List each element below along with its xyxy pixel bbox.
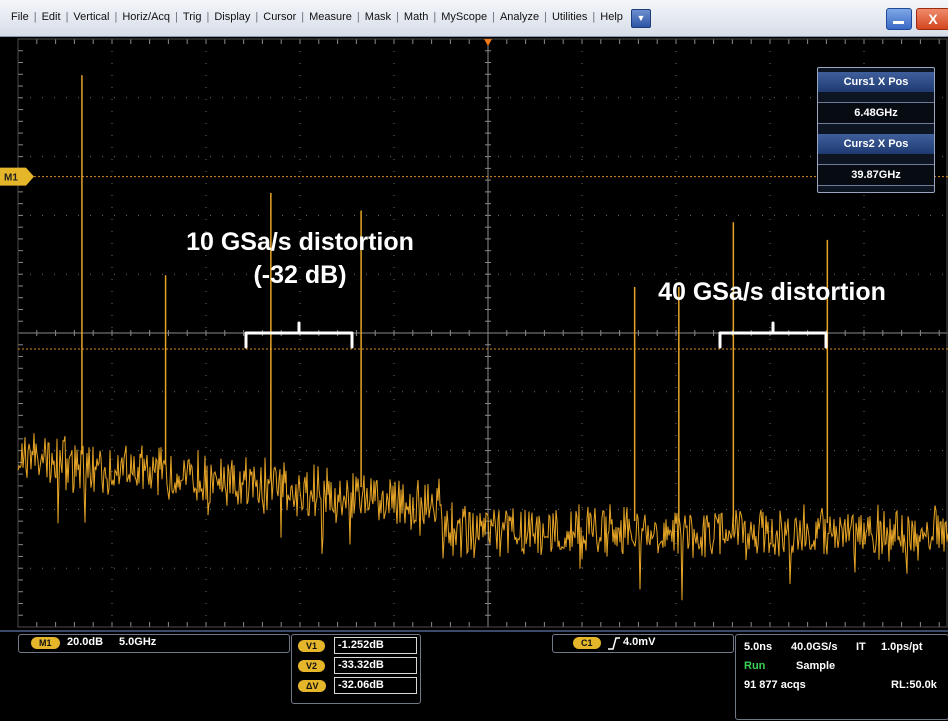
m1-marker [0, 167, 34, 186]
math-center: 5.0GHz [119, 636, 157, 648]
record-length: RL:50.0k [891, 679, 937, 691]
menu-separator: | [396, 11, 399, 23]
curs1-label: Curs1 X Pos [818, 72, 934, 92]
menu-item-mask[interactable]: Mask [364, 11, 392, 23]
menu-item-edit[interactable]: Edit [41, 11, 61, 23]
trigger-panel[interactable]: C1 4.0mV [552, 634, 734, 653]
acquisition-count: 91 877 acqs [744, 679, 806, 691]
minimize-icon [893, 21, 904, 24]
menu-item-analyze[interactable]: Analyze [499, 11, 540, 23]
acquisition-mode: Sample [796, 660, 836, 672]
menu-item-vertical[interactable]: Vertical [73, 11, 110, 23]
annotation-10gsa-level: (-32 dB) [253, 261, 347, 289]
menu-item-file[interactable]: File [11, 11, 29, 23]
menu-separator: | [301, 11, 305, 23]
delta-v-badge: ΔV [298, 680, 327, 692]
menu-separator: | [114, 11, 118, 23]
menu-separator: | [65, 11, 69, 23]
math-badge: M1 [31, 637, 60, 649]
menu-item-trig[interactable]: Trig [182, 11, 202, 23]
curs2-label: Curs2 X Pos [818, 134, 934, 154]
menu-item-cursor[interactable]: Cursor [263, 11, 297, 23]
menu-item-display[interactable]: Display [214, 11, 251, 23]
menu-separator: | [592, 11, 596, 23]
run-state: Run [744, 660, 766, 672]
menu-separator: | [33, 11, 37, 23]
math-scale-panel[interactable]: M1 20.0dB 5.0GHz [18, 634, 290, 653]
cursor-values-panel[interactable]: V1 -1.252dB V2 -33.32dB ΔV -32.06dB [291, 634, 421, 704]
delta-v-value: -32.06dB [334, 677, 417, 694]
v2-value: -33.32dB [334, 657, 417, 674]
math-scale: 20.0dB [67, 636, 104, 648]
menu-bar: File | Edit | Vertical | Horiz/Acq | Trig | Displa… [0, 0, 948, 37]
trigger-level: 4.0mV [623, 636, 656, 648]
close-icon: X [928, 11, 938, 27]
m1-marker-label: M1 [4, 173, 18, 184]
status-bar: M1 20.0dB 5.0GHz V1 -1.252dB V2 -33.32dB… [0, 630, 948, 721]
spectrum-trace [17, 433, 948, 601]
menu-dropdown-button[interactable]: ▼ [631, 9, 651, 28]
menu-separator: | [544, 11, 547, 23]
trigger-source-badge: C1 [573, 637, 601, 649]
menu-item-utilities[interactable]: Utilities [551, 11, 588, 23]
menu-separator: | [433, 11, 437, 23]
menu-separator: | [206, 11, 210, 23]
horizontal-scale: 5.0ns [744, 641, 773, 653]
close-button[interactable]: X [916, 8, 948, 30]
cursor-readout[interactable]: Curs1 X Pos 6.48GHz Curs2 X Pos 39.87GHz [817, 67, 935, 193]
annotation-10gsa-distortion: 10 GSa/s distortion (-32 dB) [140, 226, 460, 292]
sample-rate: 40.0GS/s [791, 641, 838, 653]
waveform-display[interactable]: M1 [0, 37, 948, 630]
rising-edge-icon [608, 637, 620, 650]
menu-items: File | Edit | Vertical | Horiz/Acq | Trig | Displa… [6, 11, 628, 23]
graticule-frame [17, 38, 948, 628]
bracket-40gsa [718, 321, 828, 349]
menu-item-myscope[interactable]: MyScope [441, 11, 488, 23]
menu-item-horiz-acq[interactable]: Horiz/Acq [122, 11, 171, 23]
it-label: IT [856, 641, 866, 653]
menu-item-help[interactable]: Help [600, 11, 623, 23]
menu-separator: | [492, 11, 495, 23]
menu-item-math[interactable]: Math [403, 11, 429, 23]
menu-item-measure[interactable]: Measure [309, 11, 352, 23]
triangle-down-icon: ▼ [636, 13, 646, 23]
curs2-value: 39.87GHz [818, 164, 934, 186]
annotation-40gsa-distortion: 40 GSa/s distortion [658, 278, 886, 306]
time-per-point: 1.0ps/pt [881, 641, 923, 653]
curs1-value: 6.48GHz [818, 102, 934, 124]
v1-badge: V1 [298, 640, 326, 652]
menu-separator: | [175, 11, 178, 23]
minimize-button[interactable] [886, 8, 912, 30]
bracket-10gsa [244, 321, 354, 349]
v2-badge: V2 [298, 660, 326, 672]
menu-separator: | [356, 11, 360, 23]
v1-value: -1.252dB [334, 637, 417, 654]
trigger-position-marker [484, 39, 492, 46]
annotation-10gsa-title: 10 GSa/s distortion [186, 228, 414, 256]
acquisition-panel[interactable]: 5.0ns 40.0GS/s IT 1.0ps/pt Run Sample 91… [735, 634, 948, 720]
menu-separator: | [255, 11, 259, 23]
